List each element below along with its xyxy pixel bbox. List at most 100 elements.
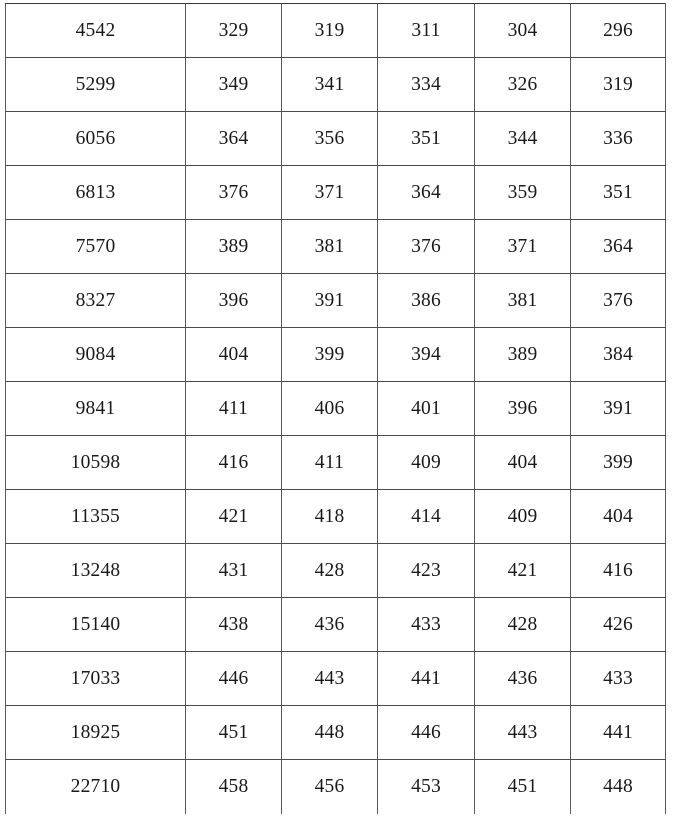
table-cell-value: 409 [474,489,571,544]
table-row: 6813 376 371 364 359 351 [5,165,666,220]
table-row: 18925 451 448 446 443 441 [5,705,666,760]
table-cell-value: 356 [281,111,378,166]
table-row: 15140 438 436 433 428 426 [5,597,666,652]
table-cell-value: 391 [570,381,666,436]
table-cell-value: 336 [570,111,666,166]
table-cell-value: 399 [281,327,378,382]
table-cell-value: 441 [377,651,475,706]
table-cell-value: 411 [281,435,378,490]
table-cell-value: 421 [474,543,571,598]
table-cell-value: 431 [185,543,282,598]
table-cell-value: 404 [570,489,666,544]
table-cell-value: 404 [185,327,282,382]
table-cell-value: 443 [281,651,378,706]
table-cell-value: 411 [185,381,282,436]
table-cell-value: 453 [377,759,475,814]
table-cell-value: 448 [281,705,378,760]
table-cell-value: 376 [570,273,666,328]
table-cell-value: 423 [377,543,475,598]
table-row: 8327 396 391 386 381 376 [5,273,666,328]
table-cell-value: 396 [474,381,571,436]
table-cell-value: 344 [474,111,571,166]
table-cell-value: 396 [185,273,282,328]
table-cell-key: 11355 [5,489,186,544]
table-cell-value: 381 [474,273,571,328]
table-cell-value: 438 [185,597,282,652]
table-row: 9841 411 406 401 396 391 [5,381,666,436]
table-cell-value: 384 [570,327,666,382]
table-cell-value: 364 [185,111,282,166]
table-cell-value: 296 [570,3,666,58]
table-cell-key: 17033 [5,651,186,706]
table-cell-value: 428 [281,543,378,598]
table-cell-key: 13248 [5,543,186,598]
table-cell-key: 6056 [5,111,186,166]
table-row: 22710 458 456 453 451 448 [5,759,666,814]
table-cell-value: 351 [377,111,475,166]
table-row: 10598 416 411 409 404 399 [5,435,666,490]
table-cell-value: 351 [570,165,666,220]
table-cell-value: 341 [281,57,378,112]
table-cell-value: 386 [377,273,475,328]
table-cell-value: 414 [377,489,475,544]
table-cell-value: 371 [281,165,378,220]
table-row: 17033 446 443 441 436 433 [5,651,666,706]
table-cell-value: 446 [377,705,475,760]
table-cell-value: 381 [281,219,378,274]
table-cell-value: 376 [377,219,475,274]
table-cell-value: 394 [377,327,475,382]
table-cell-value: 349 [185,57,282,112]
table-row: 7570 389 381 376 371 364 [5,219,666,274]
table-cell-key: 5299 [5,57,186,112]
table-cell-value: 456 [281,759,378,814]
table-cell-value: 399 [570,435,666,490]
table-cell-value: 416 [185,435,282,490]
table-cell-value: 428 [474,597,571,652]
table-cell-value: 406 [281,381,378,436]
table-cell-value: 304 [474,3,571,58]
table-cell-value: 401 [377,381,475,436]
table-cell-value: 319 [281,3,378,58]
table-row: 13248 431 428 423 421 416 [5,543,666,598]
table-cell-value: 436 [474,651,571,706]
table-cell-key: 4542 [5,3,186,58]
table-cell-key: 22710 [5,759,186,814]
table-cell-value: 451 [474,759,571,814]
table-row: 6056 364 356 351 344 336 [5,111,666,166]
table-cell-value: 389 [185,219,282,274]
table-cell-key: 7570 [5,219,186,274]
table-cell-value: 371 [474,219,571,274]
table-cell-value: 458 [185,759,282,814]
table-cell-value: 391 [281,273,378,328]
table-cell-value: 433 [377,597,475,652]
table-cell-key: 18925 [5,705,186,760]
table-cell-key: 9084 [5,327,186,382]
table-cell-value: 433 [570,651,666,706]
table-cell-value: 329 [185,3,282,58]
table-body: 4542 329 319 311 304 296 5299 349 341 334 326 319 60… [5,3,666,814]
table-cell-value: 364 [570,219,666,274]
table-cell-value: 364 [377,165,475,220]
table-cell-value: 451 [185,705,282,760]
table-cell-value: 389 [474,327,571,382]
table-row: 11355 421 418 414 409 404 [5,489,666,544]
table-cell-value: 404 [474,435,571,490]
table-cell-value: 334 [377,57,475,112]
table-cell-value: 441 [570,705,666,760]
table-row: 9084 404 399 394 389 384 [5,327,666,382]
table-cell-key: 9841 [5,381,186,436]
table-cell-key: 15140 [5,597,186,652]
table-cell-value: 376 [185,165,282,220]
numeric-data-table: 4542 329 319 311 304 296 5299 349 341 334 326 319 60… [5,3,666,814]
table-cell-value: 409 [377,435,475,490]
table-cell-key: 6813 [5,165,186,220]
table-cell-value: 418 [281,489,378,544]
table-cell-value: 359 [474,165,571,220]
table-cell-value: 448 [570,759,666,814]
table-cell-value: 446 [185,651,282,706]
table-cell-value: 311 [377,3,475,58]
table-cell-key: 8327 [5,273,186,328]
table-row: 4542 329 319 311 304 296 [5,3,666,58]
table-cell-value: 421 [185,489,282,544]
